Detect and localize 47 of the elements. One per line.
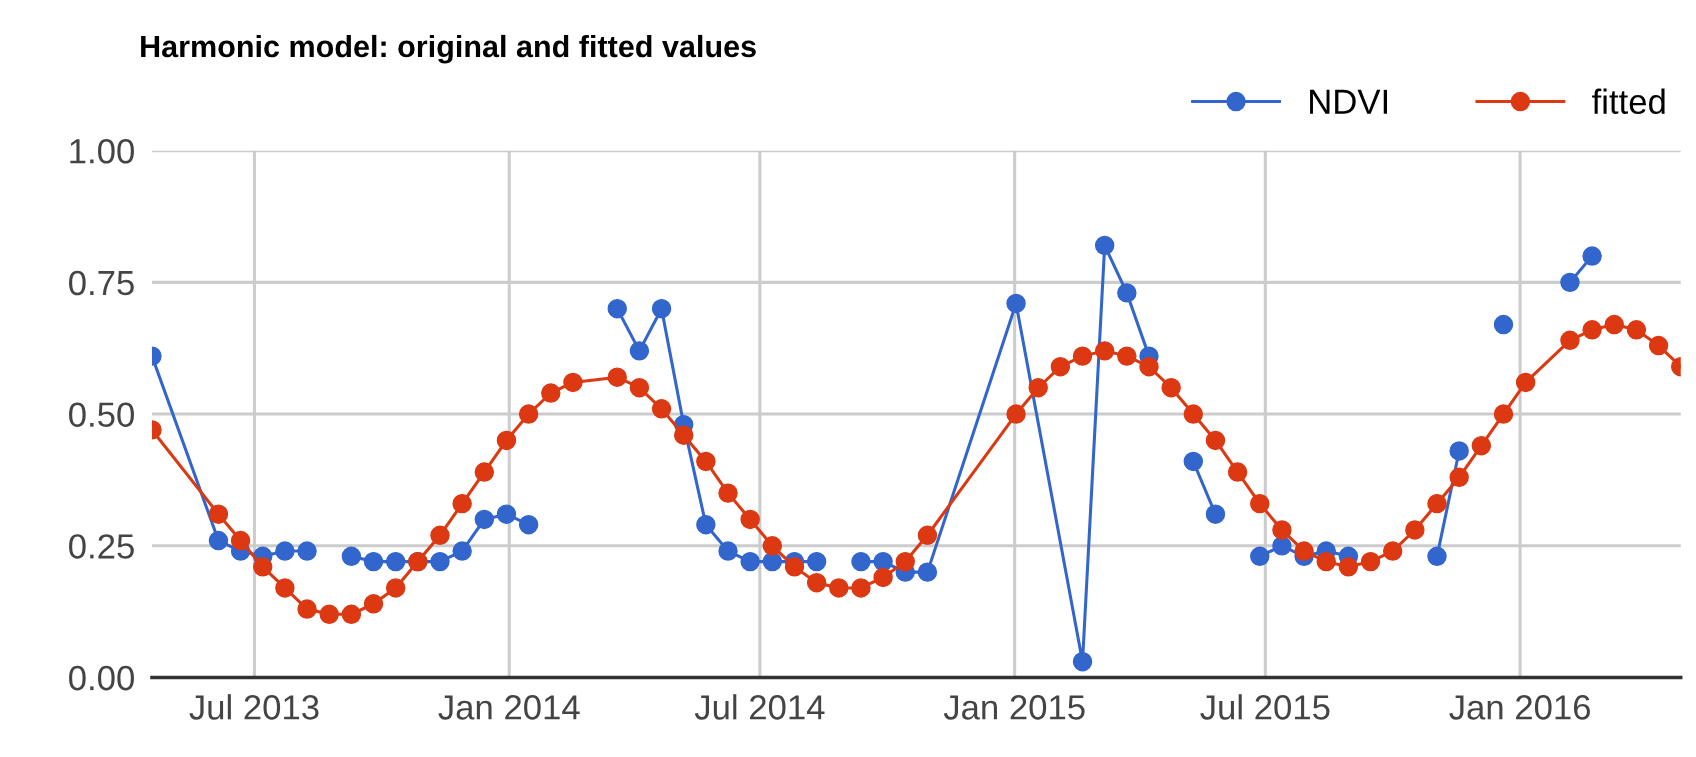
point	[496, 504, 517, 524]
point	[851, 551, 871, 572]
y-tick-label: 0.50	[69, 402, 134, 427]
point	[474, 509, 495, 530]
point	[363, 551, 384, 572]
point	[607, 298, 627, 319]
point	[629, 341, 650, 361]
x-tick-label: Jul 2014	[694, 694, 825, 720]
point	[1582, 246, 1602, 266]
x-tick-label: Jan 2014	[438, 695, 580, 720]
y-tick-label: 1.00	[70, 138, 134, 164]
point	[1449, 441, 1469, 461]
point	[430, 551, 450, 572]
y-tick-label: 0.25	[69, 534, 134, 559]
x-tick-label: Jul 2013	[189, 694, 319, 720]
x-tick-label: Jan 2016	[1449, 695, 1591, 720]
point	[1072, 651, 1093, 672]
point	[917, 562, 938, 582]
point	[452, 541, 472, 561]
point	[208, 530, 229, 551]
legend-label: fitted	[1592, 88, 1665, 115]
point	[1183, 451, 1204, 472]
point	[1560, 272, 1580, 293]
point	[718, 541, 738, 561]
point	[1427, 546, 1447, 567]
point	[762, 551, 783, 572]
point	[1493, 314, 1514, 335]
point	[806, 551, 827, 572]
point	[385, 551, 406, 572]
legend-label: NDVI	[1310, 89, 1387, 114]
y-tick-label: 0.00	[69, 665, 134, 691]
chart-title: Harmonic model: original and fitted values	[141, 34, 756, 64]
x-tick-label: Jan 2015	[943, 695, 1085, 720]
point	[1094, 235, 1115, 256]
point	[297, 541, 317, 561]
point	[740, 551, 760, 572]
point	[696, 514, 716, 535]
point	[518, 514, 539, 535]
point	[1205, 504, 1226, 524]
point	[275, 541, 295, 561]
point	[1117, 283, 1137, 303]
point	[1250, 546, 1270, 567]
point	[1006, 293, 1026, 314]
x-tick-label: Jul 2015	[1200, 694, 1330, 720]
y-tick-label: 0.75	[69, 270, 134, 296]
point	[341, 546, 362, 567]
point	[651, 298, 672, 319]
